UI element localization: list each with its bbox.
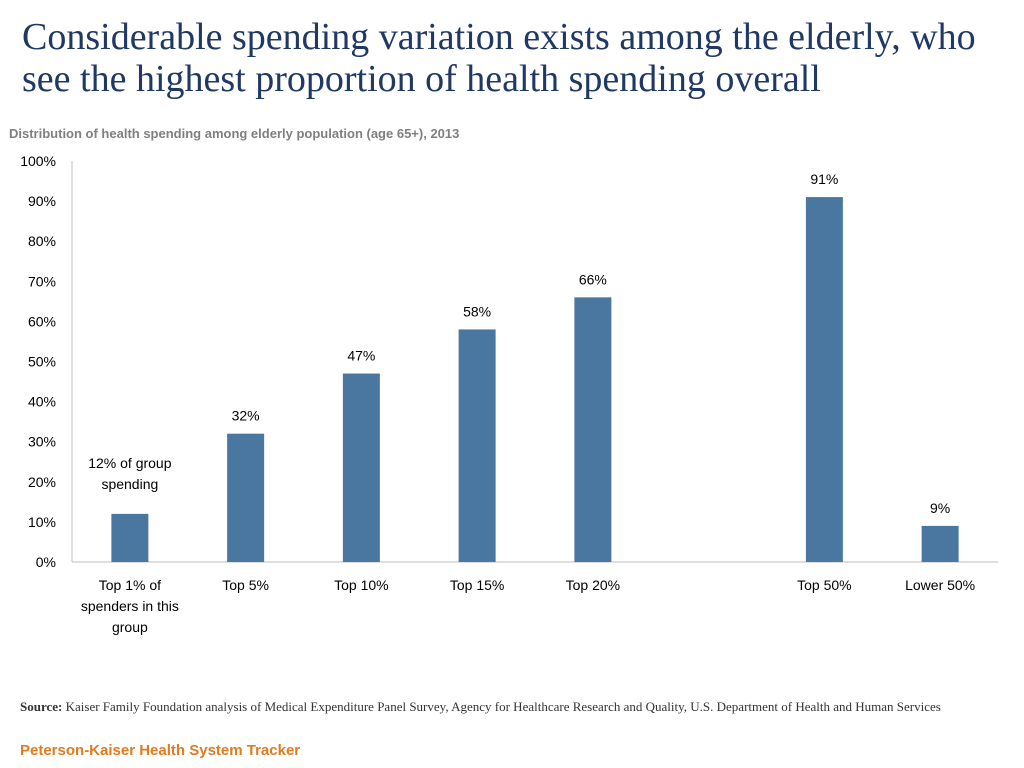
bar <box>574 297 612 562</box>
y-tick-label: 40% <box>28 394 56 410</box>
data-label: 12% of group <box>88 455 171 471</box>
data-label: 32% <box>232 408 260 424</box>
x-tick-label: Top 1% of <box>99 577 161 593</box>
bars <box>111 197 959 562</box>
y-tick-label: 80% <box>28 233 56 249</box>
data-label: 91% <box>810 171 838 187</box>
bar <box>805 197 843 562</box>
y-tick-label: 10% <box>28 514 56 530</box>
data-label: 47% <box>347 348 375 364</box>
x-tick-label: Top 50% <box>797 577 851 593</box>
y-tick-label: 100% <box>20 153 56 169</box>
x-tick-label: group <box>112 619 148 635</box>
source-label: Source: <box>20 699 63 714</box>
x-tick-label: Top 10% <box>334 577 388 593</box>
bar <box>342 373 380 562</box>
data-label: 58% <box>463 303 491 319</box>
y-tick-label: 60% <box>28 313 56 329</box>
chart-subtitle: Distribution of health spending among el… <box>9 126 460 141</box>
data-label: 66% <box>579 271 607 287</box>
x-tick-label: Top 5% <box>222 577 269 593</box>
y-tick-label: 30% <box>28 434 56 450</box>
data-labels: 12% of group spending 32% 47% 58% 66% 91% 9% <box>88 171 950 516</box>
x-tick-label: Top 20% <box>566 577 620 593</box>
y-tick-label: 20% <box>28 474 56 490</box>
y-tick-label: 90% <box>28 193 56 209</box>
bar <box>111 513 149 562</box>
bar <box>921 525 959 562</box>
footer-brand: Peterson-Kaiser Health System Tracker <box>20 742 301 759</box>
bar <box>458 329 496 562</box>
y-axis: 0% 10% 20% 30% 40% 50% 60% 70% 80% 90% 100% <box>20 153 998 570</box>
data-label: spending <box>101 476 158 492</box>
y-tick-label: 70% <box>28 273 56 289</box>
source-note: Source: Kaiser Family Foundation analysi… <box>20 698 1005 716</box>
x-tick-label: Lower 50% <box>905 577 975 593</box>
source-text: Kaiser Family Foundation analysis of Med… <box>65 699 941 714</box>
y-tick-label: 0% <box>36 554 56 570</box>
bar <box>227 433 265 562</box>
y-tick-label: 50% <box>28 354 56 370</box>
x-tick-label: Top 15% <box>450 577 504 593</box>
category-labels: Top 1% of spenders in this group Top 5% Top … <box>81 577 975 635</box>
bar-chart: 0% 10% 20% 30% 40% 50% 60% 70% 80% 90% 100% 12% of… <box>20 153 998 635</box>
page-title: Considerable spending variation exists a… <box>22 16 976 100</box>
x-tick-label: spenders in this <box>81 598 179 614</box>
data-label: 9% <box>930 500 950 516</box>
